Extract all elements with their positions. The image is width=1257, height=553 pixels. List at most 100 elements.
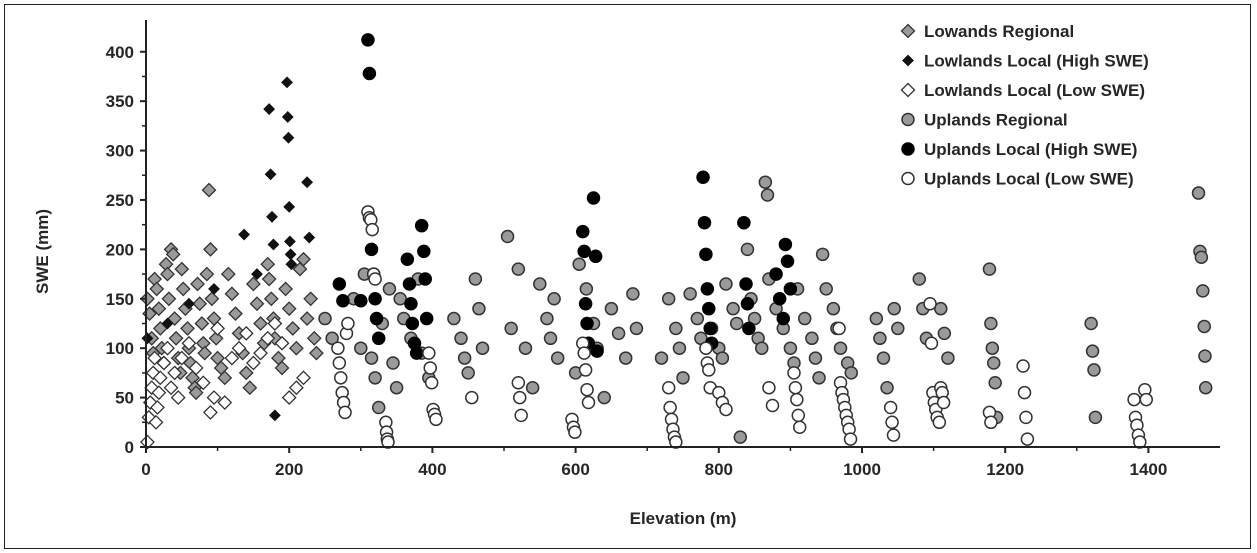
x-tick-label: 600: [561, 460, 589, 479]
y-tick-label: 100: [106, 339, 134, 358]
x-tick-label: 1000: [843, 460, 881, 479]
data-point: [299, 311, 315, 326]
data-point: [149, 281, 165, 297]
data-point: [274, 335, 290, 351]
data-point: [663, 400, 677, 415]
data-point: [1016, 359, 1030, 373]
data-point: [161, 317, 174, 330]
legend-item-lowands-regional: Lowands Regional: [900, 22, 1074, 41]
data-point: [152, 370, 168, 386]
data-point: [578, 363, 593, 377]
data-point: [308, 345, 324, 361]
data-point: [887, 301, 901, 316]
data-point: [362, 66, 377, 81]
data-point: [364, 242, 379, 257]
data-point: [923, 296, 937, 311]
data-point: [296, 251, 311, 267]
data-point: [264, 168, 277, 181]
data-point: [194, 316, 210, 331]
data-point: [369, 311, 384, 326]
data-point: [341, 316, 355, 331]
series-lowlands-local-high-swe: [141, 76, 316, 422]
data-point: [188, 360, 204, 376]
data-point: [1020, 432, 1035, 446]
data-point: [368, 371, 382, 385]
data-point: [156, 355, 172, 371]
data-point: [844, 366, 859, 380]
data-point: [819, 282, 833, 296]
data-point: [285, 321, 301, 336]
data-point: [941, 351, 955, 365]
data-point: [228, 306, 243, 322]
data-point: [572, 257, 586, 271]
data-point: [737, 215, 751, 230]
data-point: [188, 385, 204, 401]
data-point: [729, 316, 744, 331]
data-point: [267, 316, 283, 331]
y-tick-label: 200: [106, 240, 134, 259]
data-point: [533, 277, 547, 291]
legend-item-uplands-regional: Uplands Regional: [901, 111, 1068, 130]
data-point: [231, 340, 247, 356]
data-point: [163, 380, 179, 396]
data-point: [1194, 250, 1209, 265]
data-point: [150, 400, 165, 415]
legend: Lowands Regional Lowlands Local (High SWE…: [900, 22, 1149, 189]
data-point: [281, 301, 297, 317]
data-point: [249, 296, 265, 312]
data-point: [843, 432, 858, 446]
data-point: [740, 296, 755, 311]
data-point: [140, 291, 155, 307]
data-point: [465, 390, 479, 405]
data-point: [886, 428, 901, 442]
data-point: [702, 301, 716, 316]
data-point: [1198, 380, 1213, 395]
data-point: [690, 311, 705, 326]
data-point: [261, 271, 277, 287]
y-tick-label: 400: [106, 43, 134, 62]
data-point: [288, 340, 304, 356]
data-point: [1191, 186, 1206, 200]
data-point: [715, 351, 730, 365]
x-tick-label: 1200: [986, 460, 1024, 479]
data-point: [984, 316, 998, 331]
data-point: [661, 292, 676, 306]
data-point: [266, 210, 278, 223]
data-point: [284, 248, 297, 261]
legend-item-lowlands-local-low-swe: Lowlands Local (Low SWE): [900, 81, 1145, 100]
data-point: [454, 331, 468, 346]
data-point: [776, 311, 790, 326]
data-point: [808, 351, 823, 365]
data-point: [195, 375, 211, 391]
data-point: [500, 229, 515, 244]
data-point: [238, 325, 254, 341]
legend-label: Uplands Local (Low SWE): [924, 170, 1134, 189]
data-point: [368, 292, 382, 306]
data-point: [381, 435, 395, 449]
data-point: [238, 228, 251, 241]
data-point: [869, 311, 884, 326]
data-point: [332, 356, 347, 370]
data-point: [208, 330, 224, 346]
data-point: [924, 336, 939, 350]
data-point: [148, 414, 164, 430]
data-point: [268, 409, 281, 422]
data-point: [1084, 316, 1098, 331]
data-point: [672, 341, 687, 355]
data-point: [386, 356, 400, 370]
data-point: [245, 276, 261, 292]
data-point: [812, 371, 826, 385]
data-point: [461, 366, 475, 380]
data-point: [1085, 344, 1100, 358]
data-point: [597, 390, 611, 405]
data-point: [165, 246, 181, 262]
data-point: [141, 332, 154, 345]
data-point: [702, 363, 716, 377]
data-point: [604, 301, 619, 316]
data-point: [790, 392, 804, 407]
y-axis-title: SWE (mm): [33, 209, 52, 294]
data-point: [208, 282, 220, 295]
data-point: [296, 370, 311, 386]
data-point: [739, 277, 753, 291]
legend-marker: [902, 54, 914, 67]
